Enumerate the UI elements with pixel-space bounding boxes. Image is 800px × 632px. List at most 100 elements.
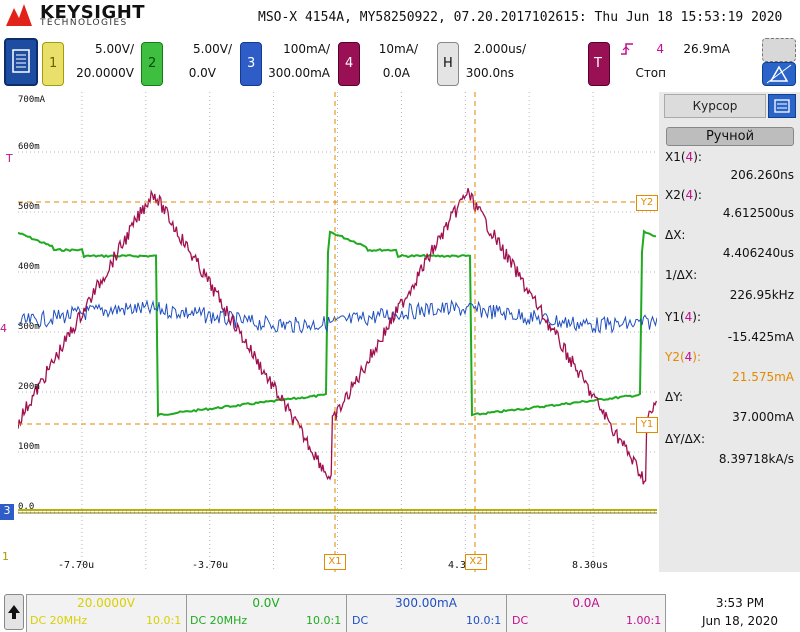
channel-2-trace (18, 229, 657, 418)
channel-1-ground-marker[interactable]: 1 (2, 550, 9, 563)
cursor-delta-icon (766, 64, 792, 84)
footer-ch4-probe: 1.00:1 (626, 614, 662, 627)
y-axis-label: 400m (18, 262, 40, 272)
inv-dx-label: 1/ΔX: (665, 268, 698, 282)
x-axis-label: 8.30us (572, 560, 609, 571)
channel-4-ground-marker[interactable]: 4 (0, 322, 7, 335)
horizontal-key: H (443, 56, 453, 71)
footer-channel-1[interactable] (26, 594, 186, 632)
footer-ch1-coupling: DC 20MHz (30, 614, 88, 627)
y-axis-label: 300m (18, 322, 40, 332)
footer-channel-3[interactable] (346, 594, 506, 632)
footer-channel-2[interactable] (186, 594, 346, 632)
scope-info-line: MSO-X 4154A, MY58250922, 07.20.201710261… (258, 10, 783, 25)
channel-3-ground-marker[interactable]: 3 (0, 504, 14, 520)
x1-value: 206.260ns (730, 168, 794, 182)
y-axis-label: 100m (18, 442, 40, 452)
cursor-x2-tag[interactable]: X2 (465, 554, 487, 570)
dy-value: 37.000mA (732, 410, 794, 424)
trigger-button[interactable] (588, 42, 610, 86)
trigger-level[interactable]: 26.9mA (683, 42, 730, 56)
channel-3-offset[interactable]: 300.00mA (268, 66, 330, 80)
y2-value: 21.575mA (732, 370, 794, 384)
inv-dx-value: 226.95kHz (729, 288, 794, 302)
menu-icon (12, 49, 30, 73)
y2-label: Y2(4): (665, 350, 702, 364)
y-axis-label: 500m (18, 202, 40, 212)
dydx-label: ΔY/ΔX: (665, 432, 706, 446)
horizontal-button[interactable] (437, 42, 459, 86)
x2-label: X2(4): (665, 188, 702, 202)
cursor-panel (659, 92, 800, 572)
channel-3-button[interactable] (240, 42, 262, 86)
y1-value: -15.425mA (727, 330, 794, 344)
waveform-display[interactable] (18, 92, 657, 572)
brand-name: KEYSIGHT (40, 2, 146, 23)
dydx-value: 8.39718kA/s (718, 452, 794, 466)
channel-3-trace (18, 299, 657, 334)
arrow-up-icon (8, 605, 20, 619)
cursor-x1-tag[interactable]: X1 (324, 554, 346, 570)
channel-4-offset[interactable]: 0.0A (382, 66, 410, 80)
cursor-button[interactable] (762, 62, 796, 86)
clock-date: Jun 18, 2020 (701, 614, 778, 628)
list-icon (774, 99, 790, 113)
trigger-key: T (594, 56, 602, 71)
tab-cursor[interactable]: Курсор (664, 94, 766, 118)
channel-1-scale[interactable]: 5.00V/ (95, 42, 134, 56)
brand-subtitle: TECHNOLOGIES (40, 18, 128, 28)
cursor-y2-tag[interactable]: Y2 (636, 195, 658, 211)
clock-time: 3:53 PM (715, 596, 765, 610)
footer-ch4-value: 0.0A (572, 596, 600, 610)
channel-4-button[interactable] (338, 42, 360, 86)
cursor-mode-button[interactable]: Ручной (666, 127, 794, 146)
channel-4-trace (18, 188, 657, 485)
x-axis-label: -7.70u (58, 560, 95, 571)
channel-2-scale[interactable]: 5.00V/ (193, 42, 232, 56)
y-axis-label: 600m (18, 142, 40, 152)
trigger-channel: 4 (656, 42, 664, 56)
horizontal-delay[interactable]: 300.0ns (465, 66, 514, 80)
dx-value: 4.406240us (722, 246, 794, 260)
footer-ch1-value: 20.0000V (77, 596, 135, 610)
footer-channel-4[interactable] (506, 594, 666, 632)
scroll-up-button[interactable] (4, 594, 24, 630)
channel-1-offset[interactable]: 20.0000V (76, 66, 134, 80)
trigger-state: Стоп (635, 66, 666, 80)
y-axis-label: 200m (18, 382, 40, 392)
keysight-logo-icon (6, 4, 32, 26)
channel-2-number: 2 (148, 56, 157, 71)
y-axis-label: 700mA (18, 95, 46, 105)
dy-label: ΔY: (665, 390, 683, 404)
y1-label: Y1(4): (665, 310, 702, 324)
footer-ch2-probe: 10.0:1 (306, 614, 342, 627)
y-axis-label: 0.0 (18, 502, 35, 512)
horizontal-scale[interactable]: 2.000us/ (473, 42, 526, 56)
cursor-y1-tag[interactable]: Y1 (636, 417, 658, 433)
footer-ch2-coupling: DC 20MHz (190, 614, 248, 627)
menu-button[interactable] (4, 38, 38, 86)
rising-edge-icon (621, 43, 633, 55)
footer-ch3-probe: 10.0:1 (466, 614, 502, 627)
channel-2-button[interactable] (141, 42, 163, 86)
x2-value: 4.612500us (722, 206, 794, 220)
channel-1-number: 1 (49, 56, 58, 71)
trigger-level-marker[interactable]: T (6, 152, 13, 165)
x-axis-label: 4.3 (448, 560, 467, 571)
x1-label: X1(4): (665, 150, 702, 164)
channel-3-scale[interactable]: 100mA/ (283, 42, 330, 56)
channel-3-number: 3 (247, 56, 256, 71)
channel-2-offset[interactable]: 0.0V (188, 66, 216, 80)
x-axis-label: -3.70u (192, 560, 229, 571)
footer-ch3-value: 300.00mA (395, 596, 457, 610)
channel-4-scale[interactable]: 10mA/ (378, 42, 418, 56)
footer-ch4-coupling: DC (512, 614, 529, 627)
footer-ch2-value: 0.0V (252, 596, 280, 610)
footer-ch3-coupling: DC (352, 614, 369, 627)
panel-menu-button[interactable] (768, 94, 796, 118)
channel-4-number: 4 (345, 56, 354, 71)
zoom-button[interactable] (762, 38, 796, 62)
footer-ch1-probe: 10.0:1 (146, 614, 182, 627)
channel-1-button[interactable] (42, 42, 64, 86)
dx-label: ΔX: (665, 228, 686, 242)
